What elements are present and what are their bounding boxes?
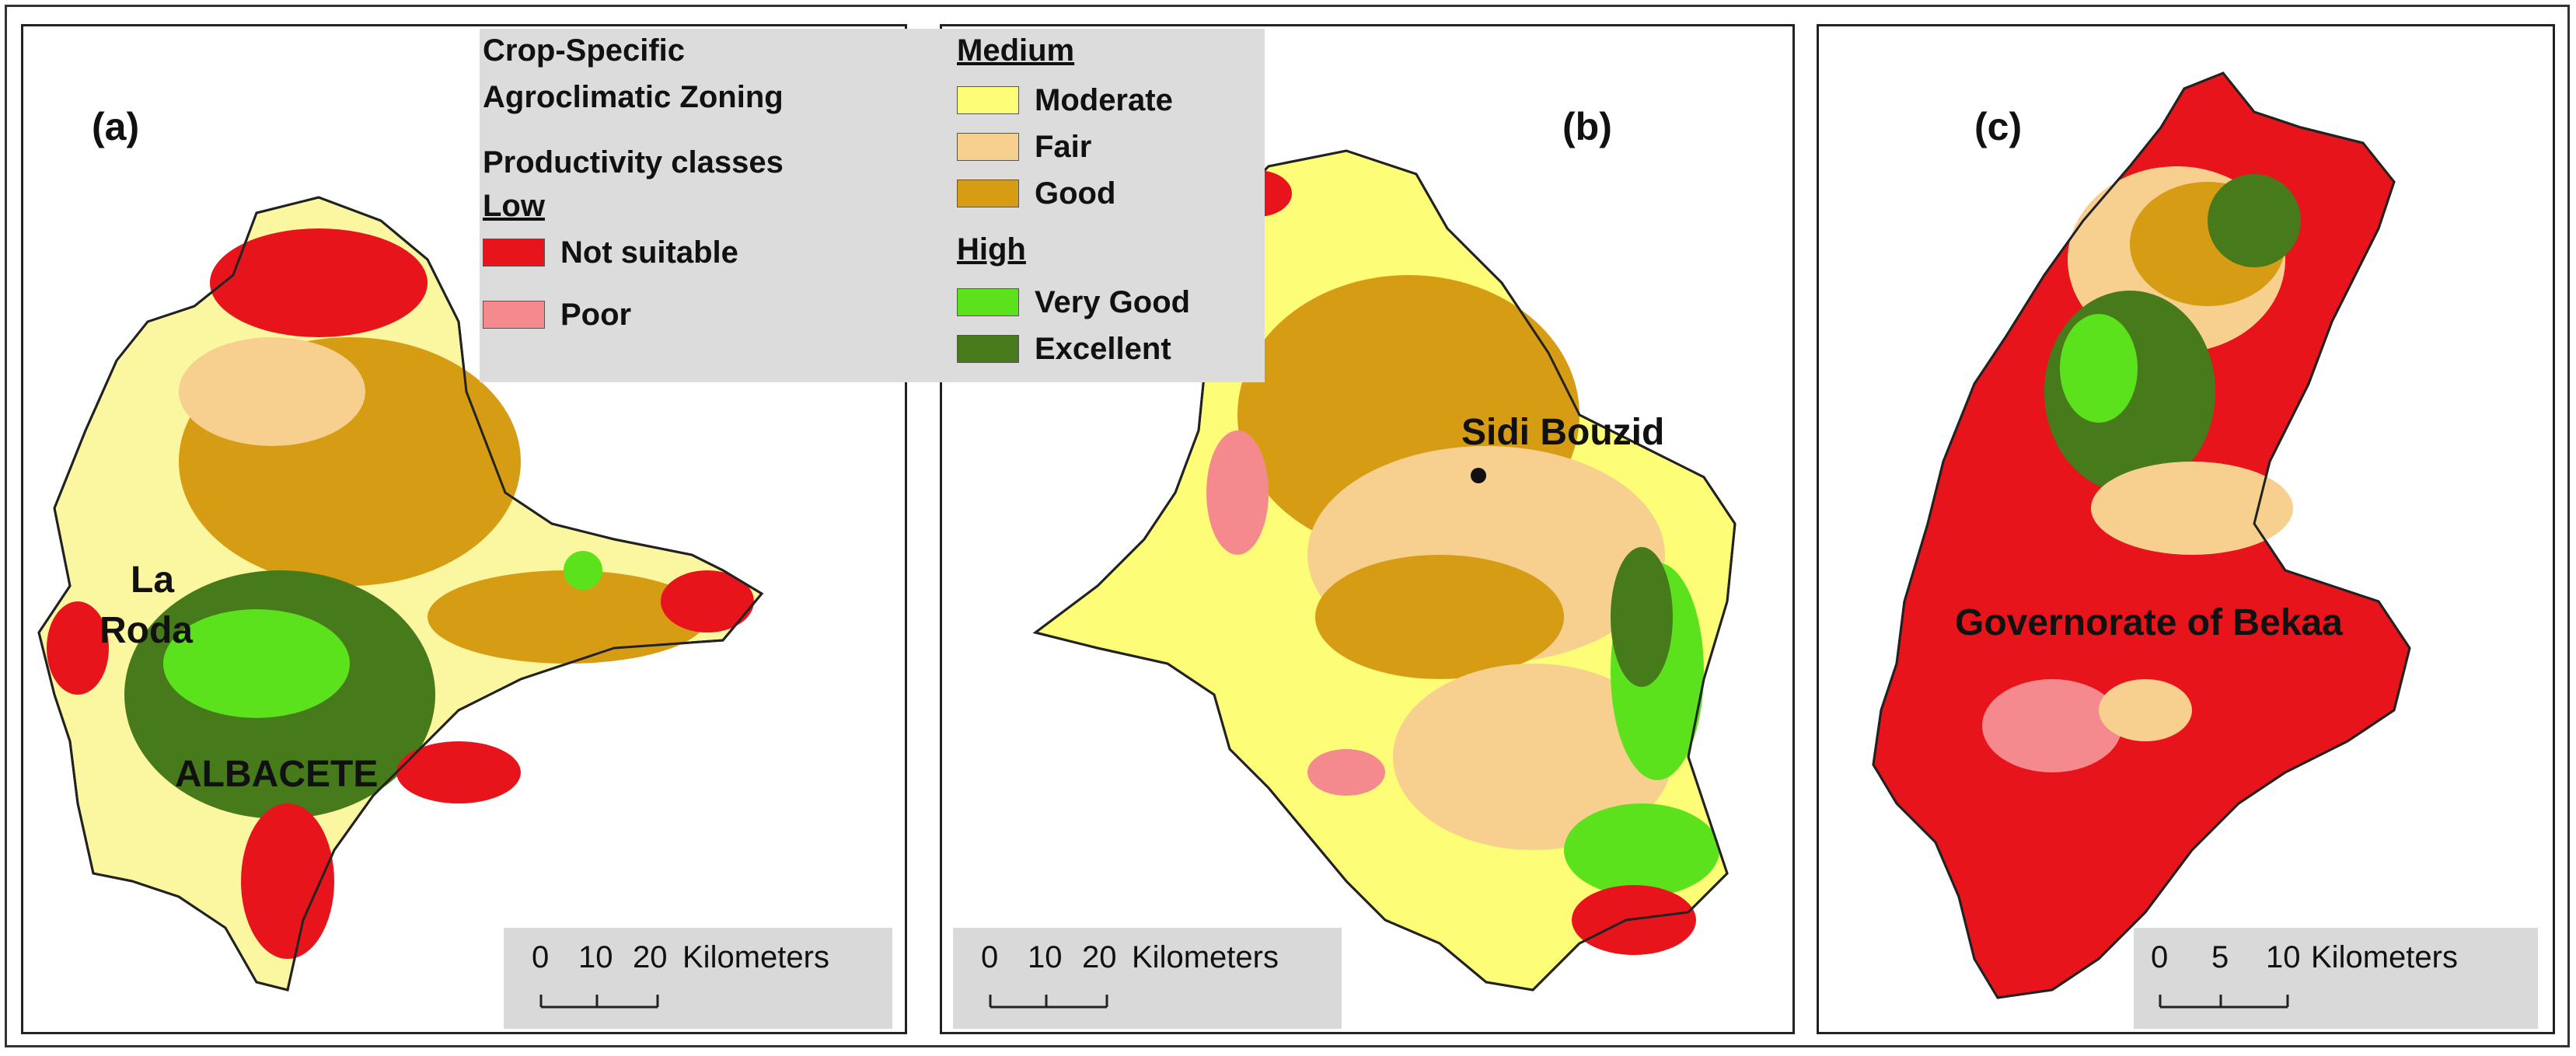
figure-frame: (a) La Roda ALBACETE 0 10 20 Kilometers [5, 5, 2570, 1047]
zone-verygood-core [163, 609, 350, 718]
place-roda: Roda [99, 610, 193, 651]
zone-red-north [210, 228, 428, 337]
scale-a-tick-0: 0 [532, 940, 550, 974]
zone-verygood-south [1564, 803, 1719, 897]
map-a-canvas [37, 196, 764, 992]
legend-swatch-very-good [957, 288, 1019, 316]
region-bekaa-outline [1872, 71, 2411, 999]
zone-fair-center [179, 337, 365, 446]
legend-label-poor: Poor [560, 298, 632, 332]
place-albacete: ALBACETE [175, 754, 379, 795]
zone-poor-south [1982, 679, 2122, 772]
legend-group-medium: Medium [957, 33, 1075, 68]
scale-c-unit: Kilometers [2311, 940, 2458, 974]
legend-swatch-fair [957, 133, 1019, 161]
legend-label-fair: Fair [1035, 130, 1092, 164]
legend-group-low: Low [483, 189, 545, 223]
zone-verygood-spot [564, 551, 602, 590]
legend-label-excellent: Excellent [1035, 332, 1171, 366]
legend-label-moderate: Moderate [1035, 83, 1173, 117]
legend-panel: Crop-Specific Agroclimatic Zoning Produc… [480, 29, 977, 382]
scale-bar-a: 0 10 20 Kilometers [504, 928, 892, 1029]
scale-a-unit: Kilometers [682, 940, 829, 974]
legend-swatch-poor [483, 301, 545, 329]
scale-bar-b: 0 10 20 Kilometers [953, 928, 1342, 1029]
legend-swatch-excellent [957, 335, 1019, 363]
legend-panel-right: Medium Moderate Fair Good High Very Good… [954, 29, 1265, 382]
panel-c-label: (c) [1974, 105, 2023, 148]
zone-excellent-northeast [2208, 174, 2301, 267]
scale-a-line [539, 995, 659, 1009]
legend-group-high: High [957, 232, 1026, 267]
scale-a-tick-2: 20 [633, 940, 668, 974]
scale-c-tick-2: 10 [2266, 940, 2301, 974]
zone-fair-middle [2091, 462, 2293, 555]
zone-good-middle [1315, 555, 1564, 679]
zone-red-south [396, 741, 521, 803]
place-la: La [131, 559, 175, 601]
legend-label-very-good: Very Good [1035, 285, 1191, 319]
panel-a-label: (a) [92, 105, 140, 148]
scale-c-tick-1: 5 [2211, 940, 2229, 974]
scale-b-line [989, 995, 1108, 1009]
scale-c-line [2159, 995, 2289, 1009]
scale-bar-c: 0 5 10 Kilometers [2134, 928, 2538, 1029]
region-sidi-bouzid-outline [1032, 149, 1737, 992]
legend-label-not-suitable: Not suitable [560, 235, 738, 270]
zone-fair-south [2099, 679, 2192, 741]
legend-label-good: Good [1035, 176, 1116, 211]
scale-b-tick-1: 10 [1028, 940, 1063, 974]
map-c-canvas [1872, 71, 2411, 999]
zone-red-east [661, 570, 754, 633]
zone-good-east [428, 570, 707, 664]
scale-b-tick-0: 0 [981, 940, 999, 974]
legend-swatch-moderate [957, 86, 1019, 114]
zone-poor-south [1307, 749, 1385, 796]
city-marker-sidi-bouzid [1471, 468, 1486, 483]
panel-b-label: (b) [1562, 105, 1612, 148]
map-panel-c: (c) Governorate of Bekaa 0 5 10 Kilomete… [1817, 24, 2555, 1034]
zone-verygood-center [2060, 314, 2138, 423]
legend-swatch-not-suitable [483, 239, 545, 267]
place-governorate-of-bekaa: Governorate of Bekaa [1955, 602, 2343, 643]
legend-subtitle: Productivity classes [483, 145, 784, 179]
region-albacete-outline [37, 196, 764, 992]
scale-c-tick-0: 0 [2151, 940, 2169, 974]
legend-title-line1: Crop-Specific [483, 33, 686, 68]
place-sidi-bouzid: Sidi Bouzid [1461, 412, 1665, 453]
zone-red-southwest [241, 803, 334, 959]
zone-poor-west [1206, 430, 1269, 555]
scale-a-tick-1: 10 [578, 940, 613, 974]
zone-fair-south [1393, 664, 1673, 850]
legend-swatch-good [957, 179, 1019, 207]
zone-excellent-east [1611, 547, 1673, 687]
scale-b-unit: Kilometers [1132, 940, 1279, 974]
scale-b-tick-2: 20 [1082, 940, 1117, 974]
zone-red-west [47, 601, 109, 695]
legend-title-line2: Agroclimatic Zoning [483, 80, 784, 114]
